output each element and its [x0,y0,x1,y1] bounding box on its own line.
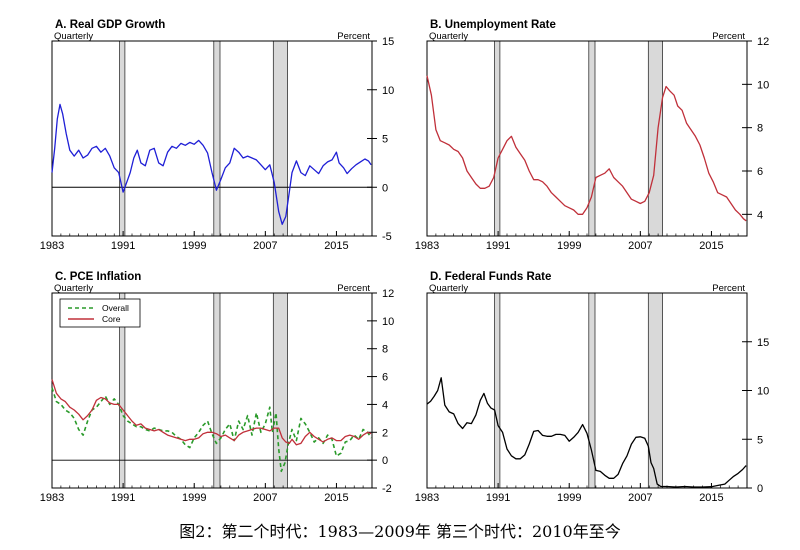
figure-caption: 图2：第二个时代：1983—2009年 第三个时代：2010年至今 [179,522,621,541]
frequency-label: Quarterly [429,31,468,42]
x-tick-label: 1991 [111,240,135,252]
plot-frame [51,40,373,237]
recession-band [272,40,288,237]
recession-band [647,40,663,237]
y-tick-label: 0 [382,182,388,194]
x-tick-label: 1999 [557,492,581,504]
x-tick-label: 2015 [324,240,348,252]
recession-band [213,40,221,237]
series-line-core [51,379,372,446]
series-line-a [51,103,372,225]
x-tick-label: 1999 [557,240,581,252]
x-tick-label: 1991 [486,240,510,252]
x-tick-label: 2007 [628,240,652,252]
panel-title: C. PCE Inflation [55,271,141,283]
x-tick-label: 1999 [182,240,206,252]
y-tick-label: -5 [382,231,392,243]
plot-frame [426,292,748,489]
x-tick-label: 1983 [40,492,64,504]
recession-band [119,40,126,237]
y-tick-label: -2 [382,483,392,495]
panel-title: B. Unemployment Rate [430,19,556,31]
x-tick-label: 1983 [40,240,64,252]
recession-band [213,292,221,489]
y-tick-label: 15 [757,337,769,349]
x-tick-label: 2007 [628,492,652,504]
panel-title: D. Federal Funds Rate [430,271,551,283]
x-tick-label: 2015 [699,492,723,504]
y-tick-label: 15 [382,36,394,48]
y-tick-label: 8 [382,344,388,356]
recession-band [588,40,596,237]
unit-label: Percent [712,283,745,294]
y-tick-label: 4 [382,399,388,411]
y-tick-label: 10 [382,316,394,328]
x-tick-label: 1983 [415,492,439,504]
unit-label: Percent [337,31,370,42]
y-tick-label: 4 [757,209,763,221]
unit-label: Percent [712,31,745,42]
recession-band [588,292,596,489]
x-tick-label: 1999 [182,492,206,504]
y-tick-label: 0 [757,483,763,495]
y-tick-label: 5 [757,434,763,446]
y-tick-label: 10 [757,79,769,91]
legend-label-core: Core [102,314,121,324]
y-tick-label: 12 [382,288,394,300]
panel-title: A. Real GDP Growth [55,19,165,31]
y-tick-label: 0 [382,455,388,467]
frequency-label: Quarterly [429,283,468,294]
x-tick-label: 2007 [253,240,277,252]
y-tick-label: 10 [757,386,769,398]
x-tick-label: 2015 [699,240,723,252]
series-line-b [426,75,747,222]
unit-label: Percent [337,283,370,294]
y-tick-label: 2 [382,427,388,439]
y-tick-label: 10 [382,85,394,97]
x-tick-label: 1991 [111,492,135,504]
recession-band [494,40,501,237]
x-tick-label: 1983 [415,240,439,252]
series-line-overall [51,387,372,473]
recession-band [494,292,501,489]
y-tick-label: 6 [382,372,388,384]
y-tick-label: 8 [757,123,763,135]
y-tick-label: 6 [757,166,763,178]
legend-box [59,298,141,328]
frequency-label: Quarterly [54,31,93,42]
x-tick-label: 2015 [324,492,348,504]
series-line-d [426,377,747,488]
x-tick-label: 1991 [486,492,510,504]
frequency-label: Quarterly [54,283,93,294]
x-tick-label: 2007 [253,492,277,504]
legend-label-overall: Overall [102,303,129,313]
y-tick-label: 5 [382,134,388,146]
y-tick-label: 12 [757,36,769,48]
